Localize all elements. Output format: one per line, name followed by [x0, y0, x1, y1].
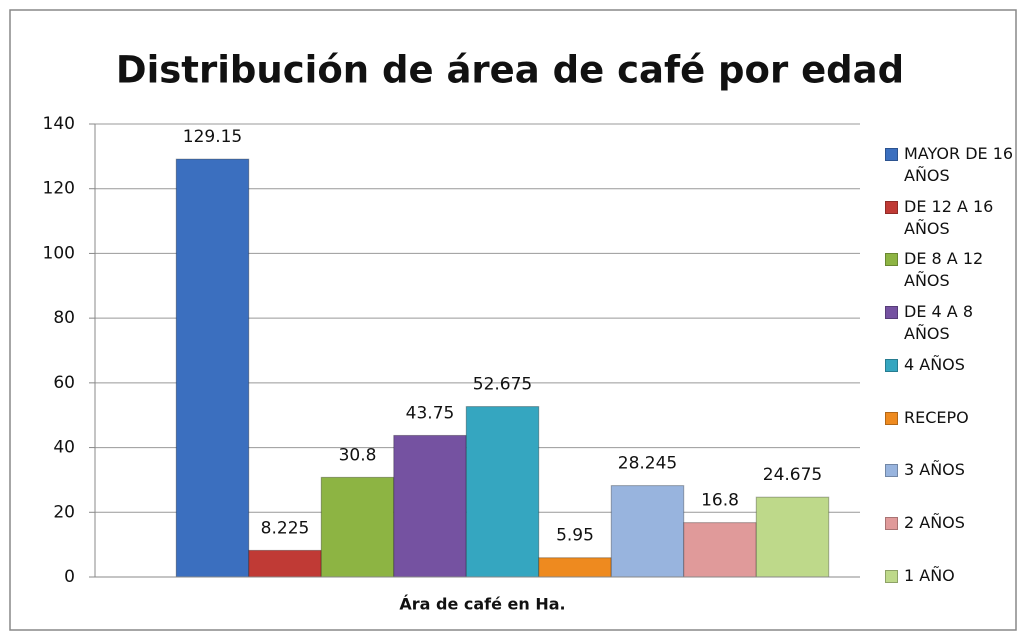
legend-swatch — [885, 516, 898, 530]
legend-swatch — [885, 358, 898, 372]
data-label: 24.675 — [763, 465, 822, 485]
legend-item: DE 4 A 8 AÑOS — [885, 301, 1020, 345]
data-label: 8.225 — [261, 518, 310, 538]
y-tick-label: 100 — [43, 243, 75, 263]
legend-item: MAYOR DE 16 AÑOS — [885, 143, 1020, 187]
data-label: 129.15 — [183, 127, 242, 147]
data-label: 43.75 — [406, 403, 455, 423]
y-tick-label: 40 — [53, 438, 75, 458]
legend-item: RECEPO — [885, 407, 1020, 429]
legend-item: 1 AÑO — [885, 565, 1020, 587]
chart-title: Distribución de área de café por edad — [116, 49, 904, 92]
legend-label: 3 AÑOS — [904, 460, 965, 480]
y-tick-label: 0 — [64, 567, 75, 587]
legend-item: DE 8 A 12 AÑOS — [885, 248, 1020, 292]
y-tick-label: 60 — [53, 373, 75, 393]
bar — [393, 434, 467, 578]
legend-label: DE 12 A 16 AÑOS — [904, 196, 994, 238]
legend-swatch — [885, 411, 898, 425]
legend-item: 2 AÑOS — [885, 512, 1020, 534]
legend-swatch — [885, 253, 898, 267]
legend-swatch — [885, 464, 898, 478]
legend-swatch — [885, 200, 898, 214]
data-label: 5.95 — [556, 526, 594, 546]
legend-label: DE 8 A 12 AÑOS — [904, 249, 984, 291]
data-label: 52.675 — [473, 375, 532, 395]
legend-label: DE 4 A 8 AÑOS — [904, 302, 973, 344]
data-label: 28.245 — [618, 454, 677, 474]
bar — [538, 557, 612, 578]
legend-swatch — [885, 306, 898, 320]
chart-border — [9, 9, 1017, 631]
legend-item: 4 AÑOS — [885, 354, 1020, 376]
bar — [248, 549, 322, 578]
legend-label: 1 AÑO — [904, 565, 955, 585]
y-tick-label: 80 — [53, 308, 75, 328]
legend-item: DE 12 A 16 AÑOS — [885, 196, 1020, 240]
y-tick-label: 120 — [43, 179, 75, 199]
bar — [320, 476, 395, 578]
bar — [610, 485, 685, 578]
legend-label: 2 AÑOS — [904, 512, 965, 532]
data-label: 30.8 — [339, 445, 377, 465]
y-tick-label: 20 — [53, 502, 75, 522]
legend-swatch — [885, 148, 898, 161]
legend-label: 4 AÑOS — [904, 354, 965, 374]
legend-label: MAYOR DE 16 AÑOS — [904, 144, 1014, 185]
x-tick-label: Ára de café en Ha. — [399, 595, 565, 614]
bar — [175, 158, 250, 578]
bar — [683, 522, 757, 578]
legend-label: RECEPO — [904, 407, 969, 427]
y-tick-label: 140 — [43, 114, 75, 134]
legend-swatch — [885, 569, 898, 583]
legend-item: 3 AÑOS — [885, 459, 1020, 481]
bar — [755, 496, 830, 578]
bar — [465, 406, 540, 578]
data-label: 16.8 — [701, 491, 739, 511]
